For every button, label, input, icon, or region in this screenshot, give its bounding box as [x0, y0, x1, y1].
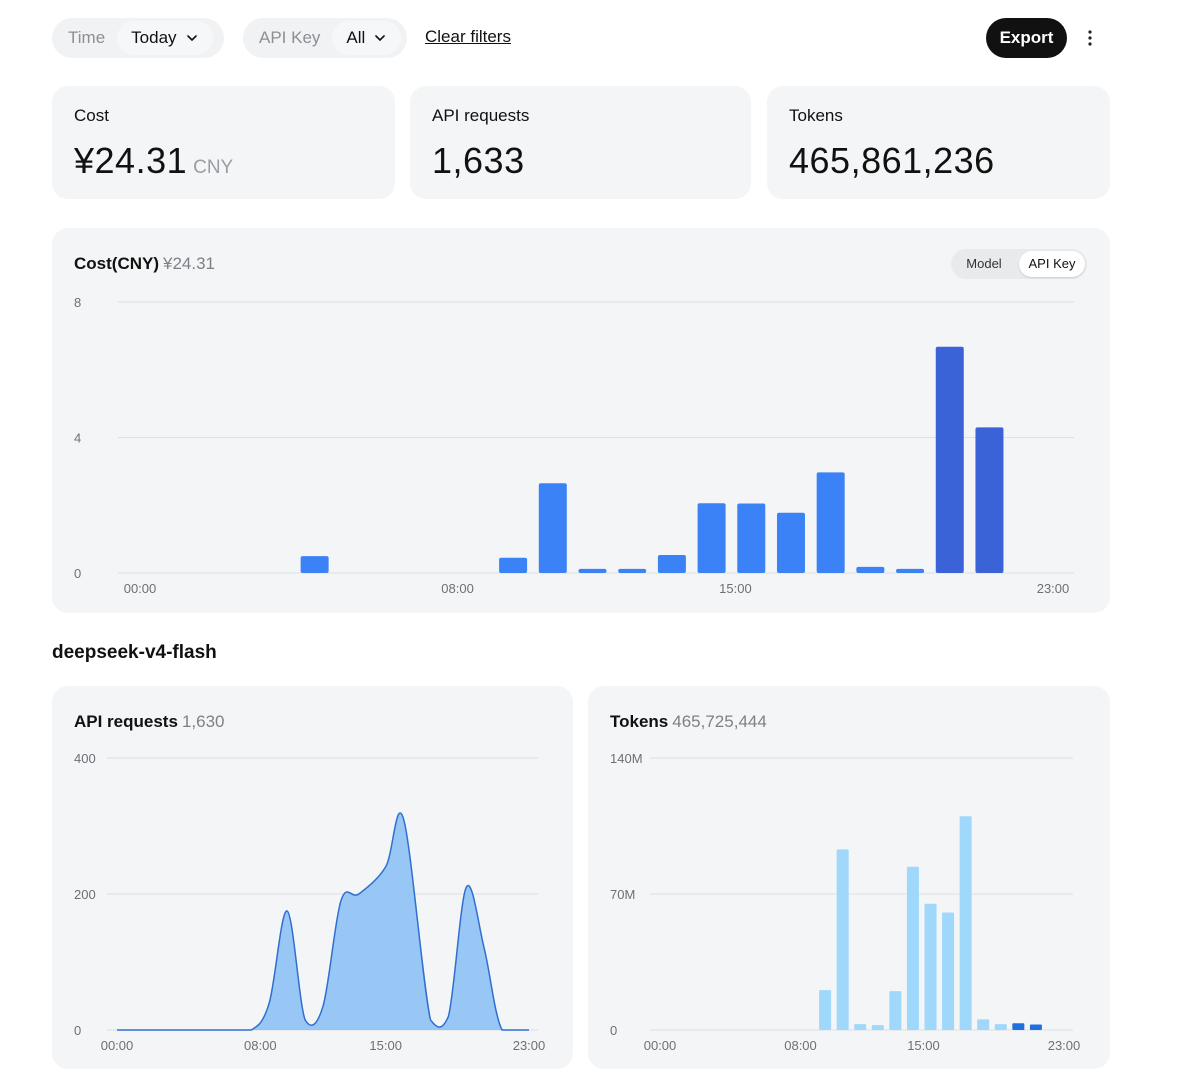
x-tick-label: 00:00: [101, 1038, 134, 1053]
requests-chart-title-text: API requests: [74, 712, 178, 731]
tokens-card: Tokens 465,861,236: [767, 86, 1110, 199]
tokens-value: 465,861,236: [789, 140, 995, 181]
x-tick-label: 23:00: [1037, 581, 1070, 596]
tokens-bar: [1029, 1024, 1042, 1030]
apikey-filter[interactable]: API Key All: [243, 18, 407, 58]
filter-toolbar: Time Today API Key All Clear filters Exp…: [52, 18, 1112, 58]
y-tick-label: 200: [74, 887, 96, 902]
cost-bar: [618, 568, 647, 573]
toggle-api-key[interactable]: API Key: [1019, 251, 1085, 277]
cost-chart-total: ¥24.31: [163, 254, 215, 273]
tokens-bar: [1012, 1023, 1025, 1030]
x-tick-label: 23:00: [513, 1038, 546, 1053]
apikey-filter-label: API Key: [259, 28, 321, 47]
cost-value: ¥24.31 CNY: [74, 140, 233, 182]
tokens-bar: [819, 990, 832, 1030]
cost-chart-title: Cost(CNY) ¥24.31: [74, 254, 215, 274]
x-tick-label: 08:00: [784, 1038, 817, 1053]
x-tick-label: 15:00: [719, 581, 752, 596]
cost-chart: 0 4 8 00:00 08:00 15:00 23:00: [74, 295, 1074, 596]
tokens-bar: [924, 903, 937, 1030]
tokens-bar: [977, 1019, 990, 1030]
y-tick-label: 400: [74, 751, 96, 766]
y-tick-label: 0: [74, 566, 81, 581]
tokens-bar: [994, 1024, 1007, 1030]
group-by-toggle: Model API Key: [951, 249, 1087, 279]
model-section-heading: deepseek-v4-flash: [52, 642, 217, 663]
cost-amount: ¥24.31: [74, 140, 188, 181]
requests-value: 1,633: [432, 140, 525, 181]
tokens-bar: [942, 912, 955, 1030]
chevron-down-icon: [186, 35, 197, 41]
tokens-bar: [836, 849, 849, 1030]
y-tick-label: 8: [74, 295, 81, 310]
cost-chart-card: Cost(CNY) ¥24.31 Model API Key 0 4 8 00:00 08…: [52, 228, 1110, 613]
x-tick-label: 08:00: [244, 1038, 277, 1053]
cost-label: Cost: [74, 106, 109, 125]
toggle-model[interactable]: Model: [966, 256, 1002, 271]
tokens-chart-title: Tokens 465,725,444: [610, 712, 767, 732]
cost-bar: [300, 556, 329, 573]
apikey-filter-value: All: [346, 28, 366, 47]
x-tick-label: 15:00: [369, 1038, 402, 1053]
y-tick-label: 0: [74, 1023, 81, 1038]
export-button[interactable]: Export: [986, 18, 1067, 58]
chevron-down-icon: [375, 35, 386, 41]
cost-bar: [896, 568, 925, 573]
y-tick-label: 0: [610, 1023, 617, 1038]
requests-area: [117, 813, 529, 1030]
more-vertical-icon[interactable]: [1080, 24, 1100, 52]
x-tick-label: 23:00: [1048, 1038, 1081, 1053]
cost-card: Cost ¥24.31 CNY: [52, 86, 395, 199]
tokens-label: Tokens: [789, 106, 843, 125]
clear-filters-link[interactable]: Clear filters: [425, 27, 511, 46]
requests-chart-card: API requests 1,630 0 200 400 00:00 08:00 15:00…: [52, 686, 573, 1069]
requests-chart-title: API requests 1,630: [74, 712, 224, 732]
cost-bar: [975, 427, 1004, 573]
tokens-bar: [906, 866, 919, 1030]
requests-line: [116, 812, 529, 1031]
x-tick-label: 08:00: [441, 581, 474, 596]
cost-bar: [935, 346, 964, 573]
cost-bar: [538, 483, 567, 573]
tokens-bar: [959, 816, 972, 1030]
y-tick-label: 70M: [610, 887, 635, 902]
x-tick-label: 00:00: [124, 581, 157, 596]
tokens-bar: [889, 991, 902, 1030]
time-filter-value: Today: [131, 28, 177, 47]
cost-bar: [499, 557, 528, 573]
cost-bar: [737, 503, 766, 573]
cost-bar: [776, 512, 805, 573]
time-filter[interactable]: Time Today: [52, 18, 224, 58]
cost-bar: [578, 568, 607, 573]
cost-chart-title-text: Cost(CNY): [74, 254, 159, 273]
tokens-chart-total: 465,725,444: [672, 712, 767, 731]
tokens-chart: 0 70M 140M 00:00 08:00 15:00 23:00: [610, 751, 1081, 1053]
x-tick-label: 00:00: [644, 1038, 677, 1053]
tokens-bar: [871, 1025, 884, 1030]
cost-unit: CNY: [193, 157, 234, 178]
requests-label: API requests: [432, 106, 530, 125]
cost-bar: [856, 566, 885, 573]
tokens-bar: [854, 1024, 867, 1030]
cost-bar: [697, 503, 726, 573]
tokens-chart-title-text: Tokens: [610, 712, 669, 731]
cost-bar: [816, 472, 845, 573]
y-tick-label: 140M: [610, 751, 643, 766]
time-filter-select[interactable]: Today: [117, 21, 213, 55]
apikey-filter-select[interactable]: All: [332, 21, 402, 55]
x-tick-label: 15:00: [907, 1038, 940, 1053]
tokens-chart-card: Tokens 465,725,444 0 70M 140M 00:00 08:00 15:0…: [588, 686, 1110, 1069]
requests-chart-total: 1,630: [181, 712, 225, 731]
y-tick-label: 4: [74, 431, 81, 446]
requests-chart: 0 200 400 00:00 08:00 15:00 23:00: [74, 751, 546, 1053]
time-filter-label: Time: [68, 28, 106, 47]
requests-card: API requests 1,633: [410, 86, 751, 199]
cost-bar: [657, 555, 686, 573]
